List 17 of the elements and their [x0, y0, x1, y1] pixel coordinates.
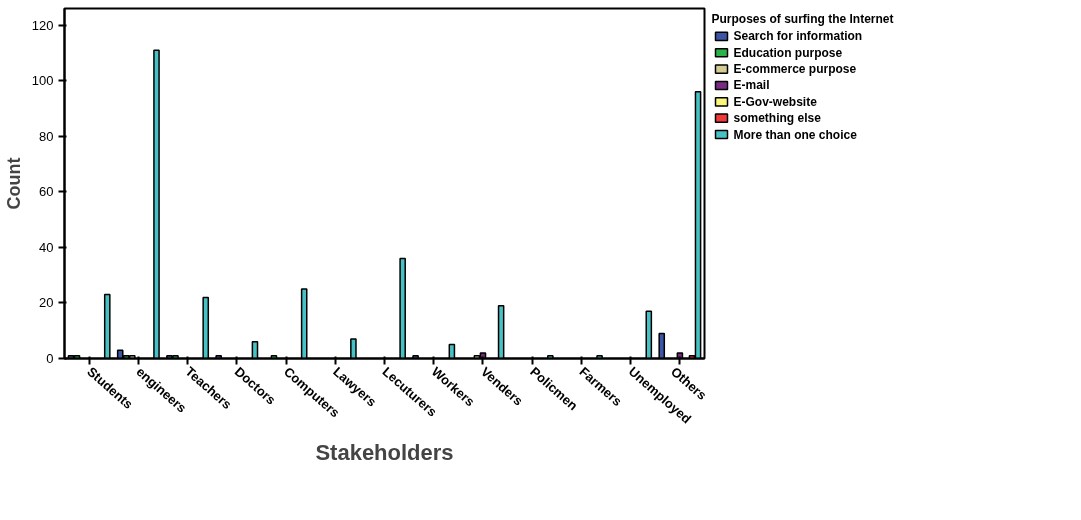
legend-label: E-Gov-website — [733, 94, 818, 109]
y-tick-label: 80 — [39, 128, 54, 144]
y-tick-label: 20 — [39, 295, 54, 311]
x-axis-title: Stakeholders — [315, 440, 454, 466]
y-tick-label: 60 — [39, 184, 54, 200]
y-tick-label: 40 — [39, 239, 54, 255]
y-tick-label: 100 — [31, 73, 54, 89]
legend-label: Search for information — [733, 29, 863, 44]
legend-label: something else — [733, 111, 822, 126]
legend-label: More than one choice — [733, 127, 858, 142]
y-axis-title: Count — [3, 157, 24, 210]
legend-label: E-mail — [733, 78, 770, 93]
legend-label: E-commerce purpose — [733, 62, 857, 77]
legend-title: Purposes of surfing the Internet — [711, 11, 894, 26]
y-tick-label: 120 — [31, 17, 54, 33]
legend-label: Education purpose — [733, 45, 843, 60]
y-tick-label: 0 — [46, 351, 54, 366]
